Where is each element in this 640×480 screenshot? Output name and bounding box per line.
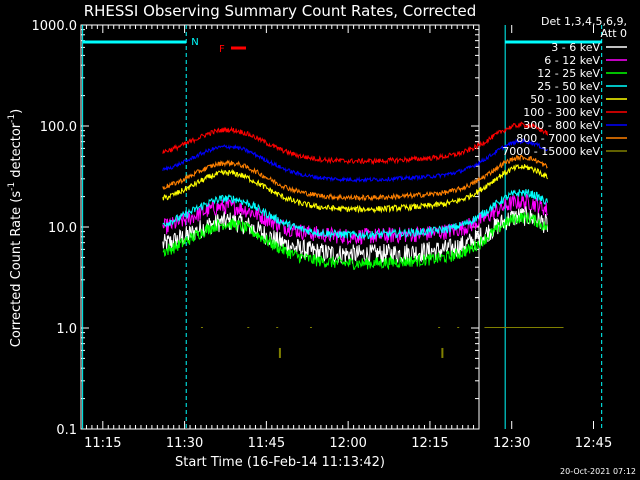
y-axis-label: Corrected Count Rate (s-1 detector-1) xyxy=(7,109,24,347)
legend-label: 25 - 50 keV xyxy=(537,80,600,93)
x-axis-label: Start Time (16-Feb-14 11:13:42) xyxy=(175,455,385,470)
series-line-6 xyxy=(162,121,548,166)
series-point-9 xyxy=(457,327,460,328)
legend-header-line2: Att 0 xyxy=(601,27,627,40)
series-line-7 xyxy=(162,137,548,184)
y-label-sup1: -1 xyxy=(7,182,17,191)
flare-flag-label: F xyxy=(219,44,225,55)
series-layer xyxy=(162,121,564,358)
x-tick-label: 12:15 xyxy=(411,436,448,451)
series-point-9 xyxy=(438,327,441,328)
x-tick-label: 12:45 xyxy=(575,436,612,451)
series-point-9 xyxy=(441,347,444,358)
series-point-9 xyxy=(533,327,564,328)
chart-title: RHESSI Observing Summary Count Rates, Co… xyxy=(84,2,477,20)
series-point-9 xyxy=(276,327,279,328)
legend-label: 300 - 800 keV xyxy=(523,119,600,132)
series-line-3 xyxy=(162,212,548,271)
timestamp: 20-Oct-2021 07:12 xyxy=(560,467,636,476)
series-line-8 xyxy=(162,154,548,202)
y-tick-label: 1.0 xyxy=(56,322,77,337)
x-tick-label: 12:30 xyxy=(493,436,530,451)
series-line-5 xyxy=(162,163,548,214)
legend-label: 7000 - 15000 keV xyxy=(502,145,600,158)
legend-label: 6 - 12 keV xyxy=(544,54,600,67)
legend-label: 12 - 25 keV xyxy=(537,67,600,80)
series-point-9 xyxy=(278,347,281,358)
y-label-mid: detector xyxy=(9,122,24,182)
legend-label: 50 - 100 keV xyxy=(530,93,600,106)
annotation-lines: NF xyxy=(82,25,603,429)
legend-header-line1: Det 1,3,4,5,6,9, xyxy=(541,15,627,28)
x-tick-label: 12:00 xyxy=(329,436,366,451)
y-axis: 0.1 1.0 10.0 100.0 1000.0 xyxy=(32,19,479,438)
series-line-4 xyxy=(162,189,548,240)
x-tick-label: 11:45 xyxy=(248,436,285,451)
series-point-9 xyxy=(247,327,250,328)
y-label-end: ) xyxy=(9,109,24,114)
y-tick-label: 10.0 xyxy=(48,221,77,236)
series-point-9 xyxy=(484,327,515,328)
legend-label: 3 - 6 keV xyxy=(551,41,600,54)
series-point-9 xyxy=(309,327,312,328)
series-line-1 xyxy=(162,206,548,265)
y-tick-label: 1000.0 xyxy=(32,19,78,34)
y-label-main: Corrected Count Rate (s xyxy=(9,191,24,348)
x-axis: 11:15 11:30 11:45 12:00 12:15 12:30 12:45 xyxy=(84,25,612,451)
legend-label: 100 - 300 keV xyxy=(523,106,600,119)
legend-label: 800 - 7000 keV xyxy=(516,132,600,145)
y-tick-label: 0.1 xyxy=(56,423,77,438)
series-point-9 xyxy=(200,327,203,328)
y-tick-label: 100.0 xyxy=(40,120,77,135)
series-point-9 xyxy=(511,327,542,328)
x-tick-label: 11:30 xyxy=(166,436,203,451)
x-tick-label: 11:15 xyxy=(84,436,121,451)
night-flag-label: N xyxy=(191,37,198,48)
y-label-sup2: -1 xyxy=(7,114,17,123)
